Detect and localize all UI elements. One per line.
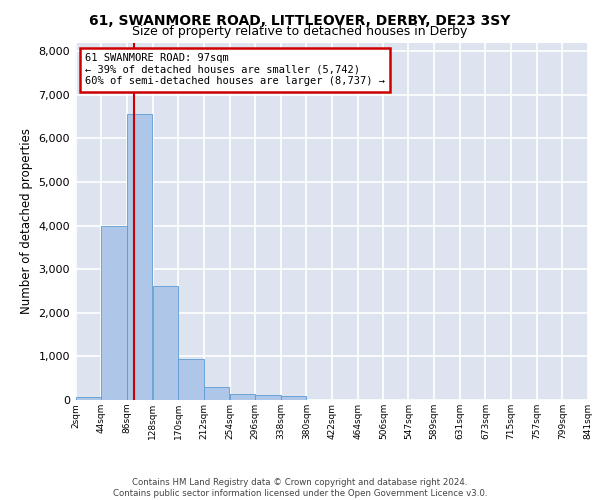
Bar (127, 114, 152, 400)
Bar (281, 396, 307, 400)
Bar (101, 226, 127, 400)
Bar (230, 394, 255, 400)
Text: 61, SWANMORE ROAD, LITTLEOVER, DERBY, DE23 3SY: 61, SWANMORE ROAD, LITTLEOVER, DERBY, DE… (89, 14, 511, 28)
Text: Size of property relative to detached houses in Derby: Size of property relative to detached ho… (133, 25, 467, 38)
Bar (153, 286, 178, 400)
Y-axis label: Number of detached properties: Number of detached properties (20, 128, 33, 314)
Bar (178, 358, 204, 400)
Bar (256, 395, 281, 400)
Text: Contains HM Land Registry data © Crown copyright and database right 2024.
Contai: Contains HM Land Registry data © Crown c… (113, 478, 487, 498)
Bar (76, 396, 101, 400)
Text: 61 SWANMORE ROAD: 97sqm
← 39% of detached houses are smaller (5,742)
60% of semi: 61 SWANMORE ROAD: 97sqm ← 39% of detache… (85, 53, 385, 86)
Bar (204, 387, 229, 400)
